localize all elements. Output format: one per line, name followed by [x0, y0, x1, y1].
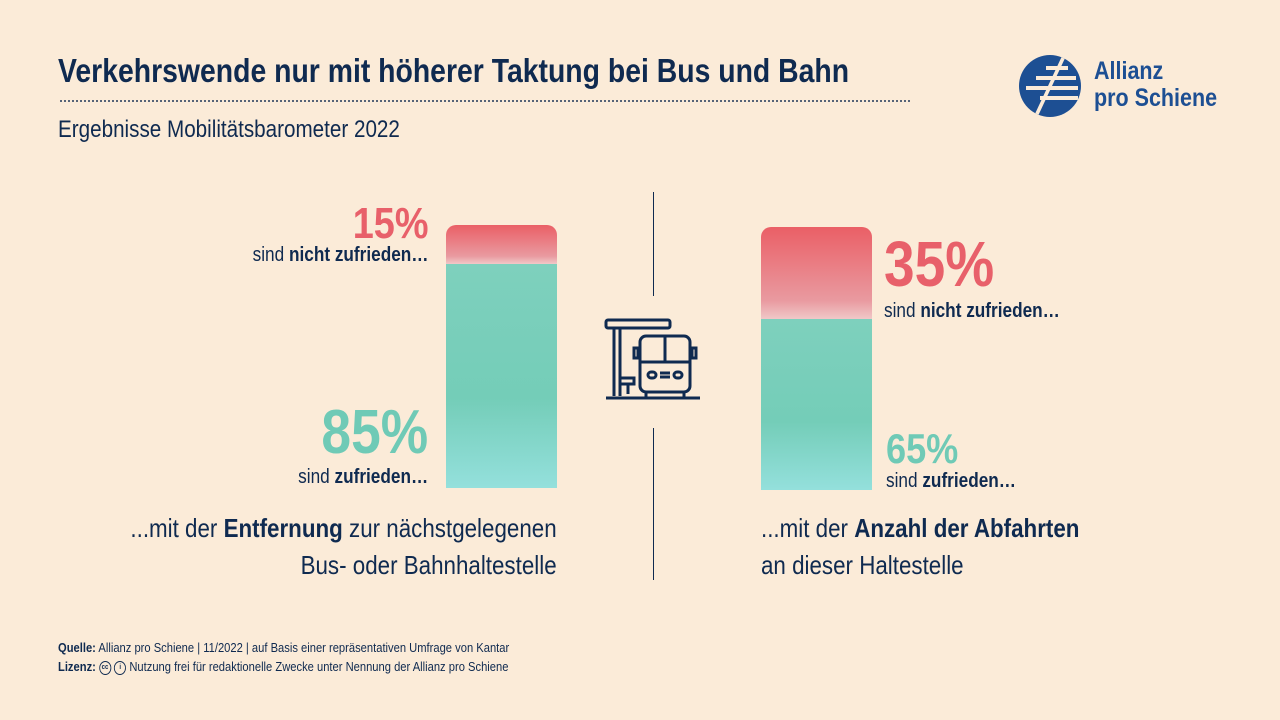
- title-divider: [60, 100, 910, 102]
- label-text: sind: [252, 244, 289, 266]
- attribution-icon: i: [114, 660, 127, 675]
- cc-icon: cc: [99, 660, 112, 675]
- bar-right-not-satisfied: [761, 227, 872, 320]
- bar-left: [446, 225, 557, 488]
- left-not-satisfied-label: 15% sind nicht zufrieden…: [252, 202, 428, 267]
- label-text: sind: [884, 300, 921, 322]
- label-text: sind: [298, 466, 335, 488]
- right-not-satisfied-label: 35% sind nicht zufrieden…: [884, 232, 1060, 323]
- caption-bold: Anzahl der Abfahrten: [854, 513, 1080, 543]
- caption-text: zur nächstgelegenen: [343, 513, 557, 543]
- caption-text: ...mit der: [130, 513, 224, 543]
- right-satisfied-pct: 65%: [886, 425, 959, 472]
- label-bold: zufrieden…: [334, 466, 428, 488]
- logo-line2: pro Schiene: [1094, 84, 1218, 112]
- bar-right-satisfied: [761, 319, 872, 490]
- page-title: Verkehrswende nur mit höherer Taktung be…: [58, 52, 850, 89]
- left-not-satisfied-pct: 15%: [352, 199, 428, 248]
- bus-stop-icon: [604, 318, 700, 400]
- license-line: Lizenz: cc i Nutzung frei für redaktione…: [58, 659, 508, 675]
- right-not-satisfied-pct: 35%: [884, 228, 995, 300]
- bar-right: [761, 227, 872, 490]
- label-bold: zufrieden…: [922, 470, 1016, 492]
- logo-line1: Allianz: [1094, 57, 1164, 85]
- caption-text: ...mit der: [761, 513, 855, 543]
- right-caption: ...mit der Anzahl der Abfahrten an diese…: [761, 510, 1079, 584]
- caption-line2: Bus- oder Bahnhaltestelle: [300, 550, 557, 580]
- label-bold: nicht zufrieden…: [920, 300, 1060, 322]
- page-subtitle: Ergebnisse Mobilitätsbarometer 2022: [58, 116, 400, 143]
- label-text: sind: [886, 470, 923, 492]
- left-satisfied-pct: 85%: [321, 398, 428, 467]
- source-label: Quelle:: [58, 640, 96, 655]
- logo: Allianz pro Schiene: [1018, 54, 1217, 123]
- divider-top: [653, 192, 654, 296]
- left-caption: ...mit der Entfernung zur nächstgelegene…: [131, 510, 557, 584]
- bar-left-satisfied: [446, 264, 557, 488]
- label-bold: nicht zufrieden…: [288, 244, 428, 266]
- license-label: Lizenz:: [58, 659, 96, 674]
- left-satisfied-label: 85% sind zufrieden…: [298, 402, 428, 489]
- license-text: Nutzung frei für redaktionelle Zwecke un…: [129, 659, 509, 674]
- logo-icon: [1019, 55, 1081, 117]
- divider-bottom: [653, 428, 654, 580]
- caption-bold: Entfernung: [223, 513, 344, 543]
- right-satisfied-label: 65% sind zufrieden…: [886, 428, 1016, 493]
- source-line: Quelle: Allianz pro Schiene | 11/2022 | …: [58, 640, 509, 655]
- caption-line2: an dieser Haltestelle: [761, 550, 964, 580]
- bar-left-not-satisfied: [446, 225, 557, 265]
- source-text: Allianz pro Schiene | 11/2022 | auf Basi…: [98, 640, 510, 655]
